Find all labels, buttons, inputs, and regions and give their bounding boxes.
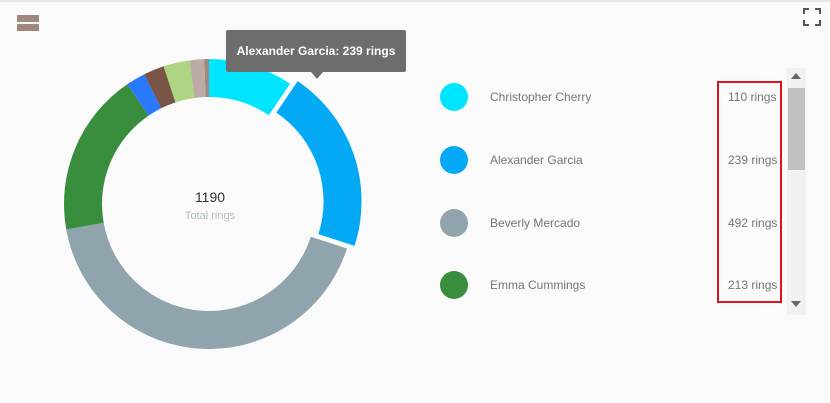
donut-slice[interactable] — [127, 74, 162, 116]
legend-item[interactable]: Beverly Mercado 492 rings — [430, 205, 786, 245]
legend-list: Christopher Cherry 110 rings Alexander G… — [430, 64, 786, 314]
scroll-up-arrow-icon[interactable] — [791, 73, 801, 79]
donut-slice[interactable] — [64, 84, 149, 230]
menu-icon-bar — [17, 15, 39, 22]
total-label: Total rings — [184, 210, 236, 222]
donut-chart — [64, 59, 362, 349]
legend-item[interactable]: Emma Cummings 213 rings — [430, 267, 786, 307]
menu-icon[interactable] — [17, 14, 39, 32]
legend-color-dot — [440, 83, 468, 111]
total-value: 1190 — [194, 189, 226, 205]
chart-tooltip: Alexander Garcia: 239 rings — [226, 30, 406, 72]
legend-name: Beverly Mercado — [490, 216, 581, 230]
legend-name: Alexander Garcia — [490, 153, 583, 167]
legend-value: 239 rings — [728, 153, 778, 167]
legend-value: 492 rings — [728, 216, 778, 230]
donut-slice[interactable] — [144, 66, 176, 109]
legend-name: Christopher Cherry — [490, 90, 592, 104]
legend-color-dot — [440, 209, 468, 237]
legend-value: 213 rings — [728, 278, 778, 292]
donut-slice[interactable] — [204, 59, 209, 98]
legend-name: Emma Cummings — [490, 278, 586, 292]
scroll-thumb[interactable] — [788, 88, 805, 170]
legend-item[interactable]: Christopher Cherry 110 rings — [430, 79, 786, 119]
fullscreen-icon[interactable] — [803, 8, 821, 26]
tooltip-arrow — [311, 72, 323, 79]
legend-color-dot — [440, 271, 468, 299]
donut-slice[interactable] — [209, 59, 291, 116]
donut-slice[interactable] — [189, 59, 206, 98]
legend-value: 110 rings — [728, 90, 777, 104]
top-border — [0, 0, 830, 2]
scroll-down-arrow-icon[interactable] — [791, 301, 801, 307]
donut-slice[interactable] — [276, 81, 362, 246]
legend-item[interactable]: Alexander Garcia 239 rings — [430, 142, 786, 182]
legend-color-dot — [440, 146, 468, 174]
donut-slice[interactable] — [66, 222, 348, 349]
menu-icon-bar — [17, 24, 39, 31]
donut-slice[interactable] — [163, 60, 195, 103]
legend-scrollbar[interactable] — [787, 68, 806, 315]
